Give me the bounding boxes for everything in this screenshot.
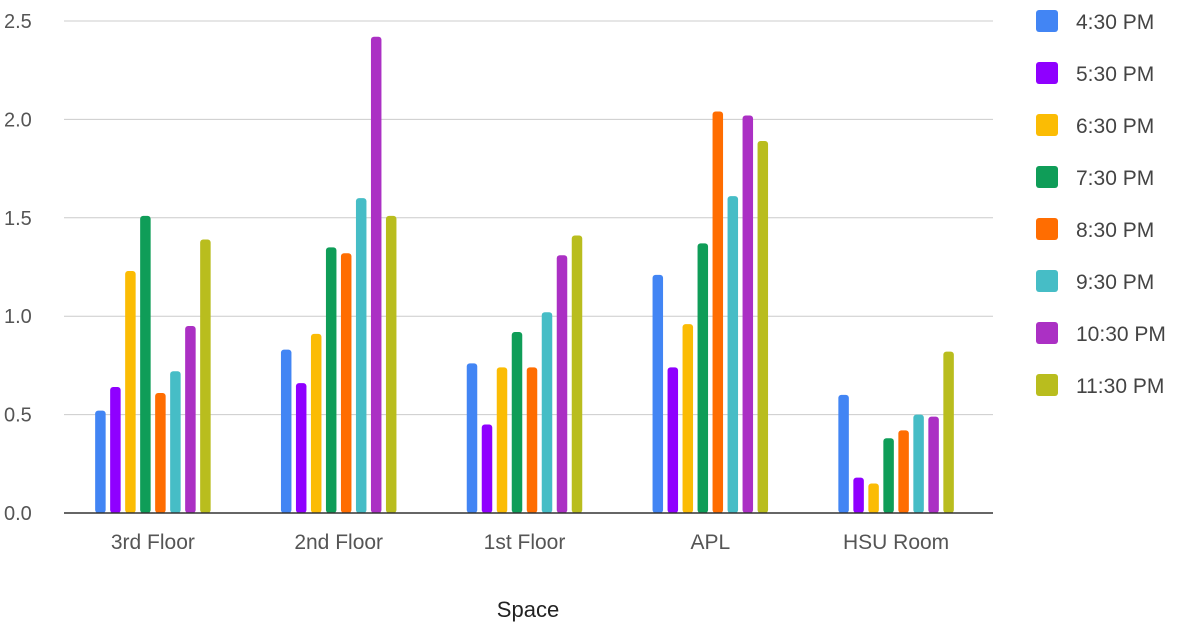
legend-swatch — [1036, 374, 1058, 396]
bar-1st-floor-6-30-pm — [496, 367, 508, 513]
bar-1st-floor-4-30-pm — [466, 363, 478, 513]
bar-3rd-floor-4-30-pm — [95, 410, 106, 513]
y-tick-label: 0.5 — [4, 405, 32, 427]
bar-hsu-room-9-30-pm — [913, 414, 924, 513]
bar-1st-floor-8-30-pm — [526, 367, 538, 513]
gridlines — [64, 20, 993, 416]
bar-2nd-floor-7-30-pm — [325, 247, 337, 513]
bar-apl-11-30-pm — [757, 141, 769, 514]
legend-swatch — [1036, 322, 1058, 344]
legend-label: 7:30 PM — [1076, 167, 1154, 190]
legend-swatch — [1036, 114, 1058, 136]
bar-2nd-floor-10-30-pm — [370, 36, 382, 514]
legend-label: 4:30 PM — [1076, 11, 1154, 34]
bar-3rd-floor-8-30-pm — [155, 392, 166, 513]
bar-2nd-floor-11-30-pm — [385, 215, 397, 513]
x-tick-label: 1st Floor — [484, 531, 566, 554]
y-tick-label: 0.0 — [4, 503, 32, 525]
legend-label: 6:30 PM — [1076, 115, 1154, 138]
bar-2nd-floor-6-30-pm — [310, 333, 322, 513]
legend-swatch — [1036, 166, 1058, 188]
bar-1st-floor-5-30-pm — [481, 424, 493, 513]
x-tick-label: HSU Room — [843, 531, 949, 554]
x-axis-title: Space — [497, 597, 559, 622]
legend-swatch — [1036, 218, 1058, 240]
legend-swatch — [1036, 62, 1058, 84]
legend-swatch — [1036, 10, 1058, 32]
bar-1st-floor-10-30-pm — [556, 255, 568, 513]
y-tick-label: 2.5 — [4, 11, 32, 33]
bar-hsu-room-4-30-pm — [838, 394, 849, 513]
x-tick-label: APL — [690, 531, 730, 554]
bar-apl-7-30-pm — [697, 243, 709, 513]
bar-hsu-room-6-30-pm — [868, 483, 879, 513]
y-tick-label: 1.0 — [4, 306, 32, 328]
legend-label: 8:30 PM — [1076, 219, 1154, 242]
bar-1st-floor-11-30-pm — [571, 235, 583, 513]
bar-apl-9-30-pm — [727, 196, 739, 513]
bar-3rd-floor-5-30-pm — [110, 387, 121, 513]
legend-label: 5:30 PM — [1076, 63, 1154, 86]
x-tick-label: 3rd Floor — [111, 531, 195, 554]
legend: 4:30 PM 5:30 PM 6:30 PM 7:30 PM 8:30 PM 9:30 … — [1036, 10, 1166, 398]
bar-hsu-room-11-30-pm — [943, 351, 954, 513]
y-tick-label: 1.5 — [4, 208, 32, 230]
bar-3rd-floor-10-30-pm — [185, 326, 196, 513]
legend-label: 10:30 PM — [1076, 323, 1166, 346]
bar-3rd-floor-9-30-pm — [170, 371, 181, 513]
x-tick-label: 2nd Floor — [294, 531, 383, 554]
bar-hsu-room-8-30-pm — [898, 430, 909, 513]
legend-swatch — [1036, 270, 1058, 292]
bar-2nd-floor-4-30-pm — [280, 349, 292, 513]
bar-2nd-floor-8-30-pm — [340, 253, 352, 513]
bar-hsu-room-7-30-pm — [883, 438, 894, 513]
legend-label: 9:30 PM — [1076, 271, 1154, 294]
bar-apl-5-30-pm — [667, 367, 679, 513]
bar-3rd-floor-7-30-pm — [140, 215, 151, 513]
bar-hsu-room-10-30-pm — [928, 416, 939, 513]
bar-1st-floor-7-30-pm — [511, 331, 523, 513]
bar-2nd-floor-5-30-pm — [295, 383, 307, 513]
bar-2nd-floor-9-30-pm — [355, 198, 367, 513]
legend-label: 11:30 PM — [1076, 375, 1164, 398]
bars — [95, 36, 954, 514]
bar-1st-floor-9-30-pm — [541, 312, 553, 513]
bar-apl-10-30-pm — [742, 115, 754, 514]
y-tick-label: 2.0 — [4, 109, 32, 131]
bar-hsu-room-5-30-pm — [853, 477, 864, 513]
bar-apl-8-30-pm — [712, 111, 724, 513]
axes: 0.0 0.5 1.0 1.5 2.0 2.5 3rd Floor 2nd Floor 1st … — [4, 11, 993, 554]
bar-3rd-floor-6-30-pm — [125, 270, 136, 513]
bar-3rd-floor-11-30-pm — [200, 239, 211, 513]
bar-apl-6-30-pm — [682, 324, 694, 513]
bar-apl-4-30-pm — [652, 274, 664, 513]
